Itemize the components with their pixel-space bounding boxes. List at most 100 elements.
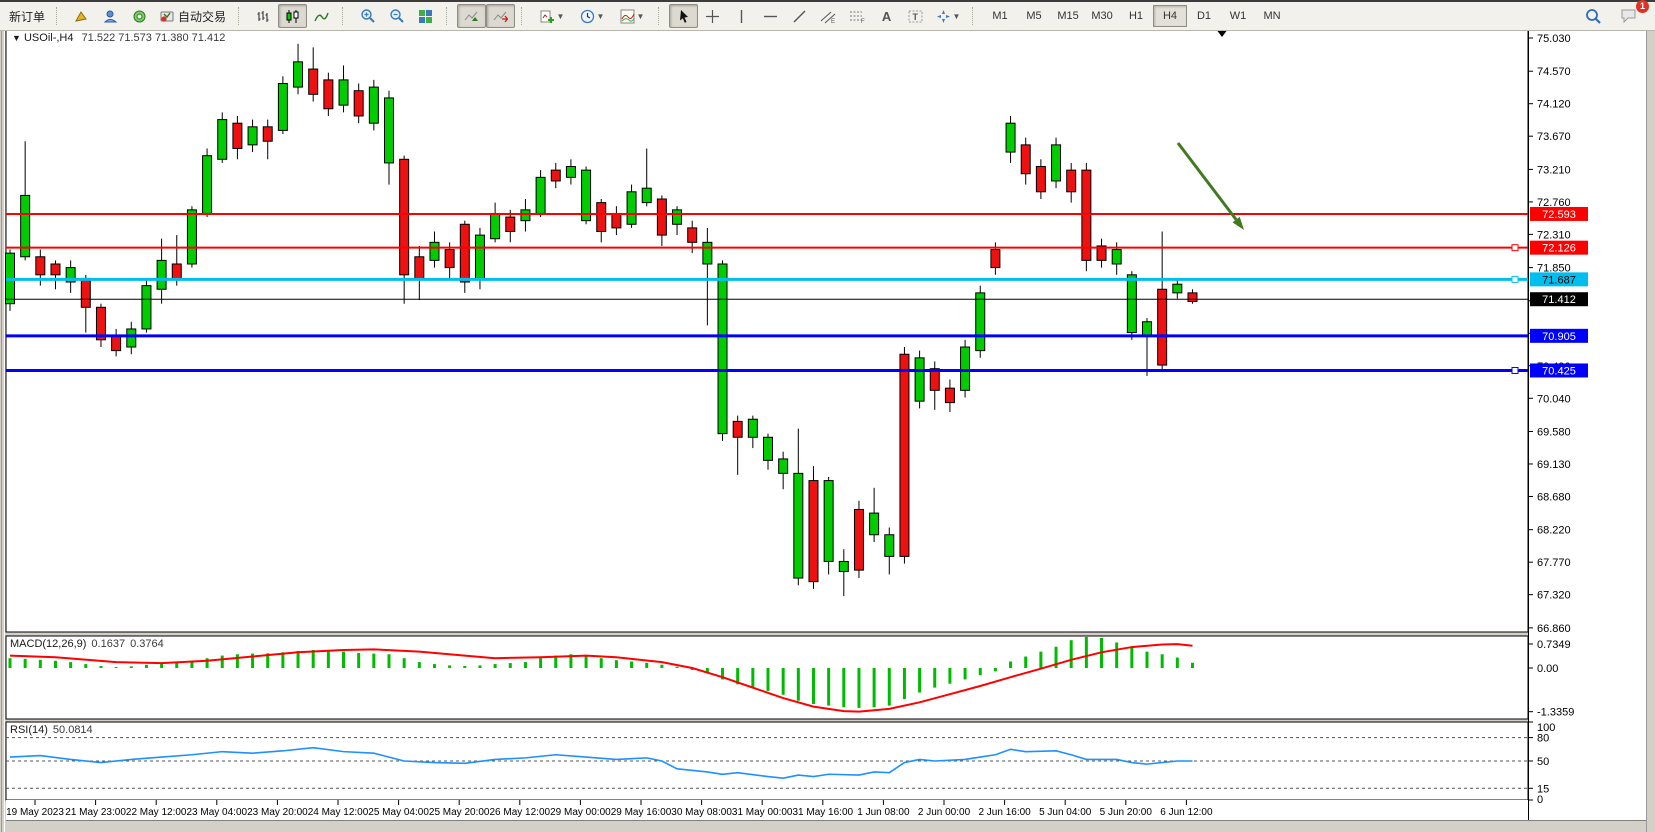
svg-text:69.130: 69.130 (1537, 459, 1571, 471)
toolbar-separator (658, 7, 665, 25)
text-icon[interactable]: A (881, 8, 892, 24)
svg-text:23 May 20:00: 23 May 20:00 (247, 807, 308, 818)
macd-value-signal: 0.3764 (130, 638, 164, 650)
svg-text:72.760: 72.760 (1537, 197, 1571, 209)
rsi-name: RSI(14) (10, 724, 48, 736)
equidistant-channel-icon[interactable]: E (814, 4, 843, 28)
auto-trading-label: 自动交易 (178, 9, 227, 24)
svg-text:50: 50 (1537, 756, 1549, 768)
svg-text:66.860: 66.860 (1537, 623, 1571, 635)
candlestick-icon[interactable] (278, 4, 308, 28)
svg-text:72.310: 72.310 (1537, 229, 1571, 241)
arrows-button[interactable]: ▼ (930, 4, 966, 28)
vertical-line-icon[interactable] (727, 4, 756, 28)
toolbar-separator (238, 7, 245, 25)
new-order-button[interactable]: 新订单 (9, 9, 46, 24)
timeframe-m30[interactable]: M30 (1091, 10, 1113, 22)
line-chart-icon[interactable] (307, 4, 336, 28)
trendline-icon[interactable] (785, 4, 814, 28)
svg-text:71.412: 71.412 (1542, 294, 1576, 306)
timeframe-h1[interactable]: H1 (1128, 10, 1144, 22)
svg-text:6 Jun 12:00: 6 Jun 12:00 (1160, 807, 1213, 818)
svg-text:75.030: 75.030 (1537, 33, 1571, 45)
timeframe-w1[interactable]: W1 (1229, 10, 1247, 22)
svg-text:70.040: 70.040 (1537, 393, 1571, 405)
svg-text:2 Jun 00:00: 2 Jun 00:00 (918, 807, 971, 818)
toolbar-separator (521, 7, 528, 25)
dropdown-arrow-icon: ▼ (556, 11, 565, 21)
svg-text:25 May 20:00: 25 May 20:00 (429, 807, 490, 818)
new-chart-icon[interactable] (67, 4, 96, 28)
svg-text:68.680: 68.680 (1537, 491, 1571, 503)
svg-text:15: 15 (1537, 783, 1549, 795)
tile-windows-icon[interactable] (411, 4, 440, 28)
horizontal-line-icon[interactable] (756, 4, 785, 28)
macd-label: MACD(12,26,9) 0.1637 0.3764 (10, 638, 164, 650)
svg-text:100: 100 (1537, 722, 1555, 734)
svg-text:67.320: 67.320 (1537, 590, 1571, 602)
timeframe-h4[interactable]: H4 (1153, 5, 1188, 27)
templates-button[interactable]: ▼ (612, 4, 652, 28)
chat-icon[interactable]: 1 (1614, 0, 1649, 28)
svg-text:22 May 12:00: 22 May 12:00 (126, 807, 187, 818)
svg-text:26 May 12:00: 26 May 12:00 (489, 807, 550, 818)
svg-text:73.210: 73.210 (1537, 164, 1571, 176)
svg-text:30 May 08:00: 30 May 08:00 (671, 807, 732, 818)
svg-text:68.220: 68.220 (1537, 525, 1571, 537)
svg-text:0.7349: 0.7349 (1537, 639, 1571, 651)
svg-text:29 May 16:00: 29 May 16:00 (611, 807, 672, 818)
timeframe-m1[interactable]: M1 (992, 10, 1008, 22)
zoom-in-icon[interactable] (353, 4, 382, 28)
bar-chart-icon[interactable] (249, 4, 278, 28)
svg-text:T: T (912, 12, 918, 22)
svg-text:25 May 04:00: 25 May 04:00 (368, 807, 429, 818)
timeframe-m15[interactable]: M15 (1057, 10, 1079, 22)
periods-button[interactable]: ▼ (572, 4, 612, 28)
auto-trading-icon[interactable]: 自动交易 (154, 4, 232, 28)
timeframe-d1[interactable]: D1 (1196, 10, 1212, 22)
svg-text:31 May 16:00: 31 May 16:00 (792, 807, 853, 818)
svg-text:2 Jun 16:00: 2 Jun 16:00 (978, 807, 1031, 818)
dropdown-arrow-icon: ▼ (636, 11, 645, 21)
svg-text:24 May 12:00: 24 May 12:00 (308, 807, 369, 818)
svg-text:0: 0 (1537, 794, 1543, 806)
collapse-triangle-icon[interactable]: ▼ (12, 33, 21, 43)
svg-text:70.425: 70.425 (1542, 365, 1576, 377)
text-label-icon[interactable]: T (901, 4, 930, 28)
chat-badge: 1 (1636, 0, 1649, 13)
timeframe-group: M1 M5 M15 M30 H1 H4 D1 W1 MN (983, 4, 1289, 28)
svg-text:5 Jun 20:00: 5 Jun 20:00 (1100, 807, 1153, 818)
dropdown-arrow-icon: ▼ (952, 11, 961, 21)
chart-title-symbol: USOil-,H4 (23, 32, 74, 44)
svg-text:-1.3359: -1.3359 (1537, 707, 1574, 719)
search-icon[interactable] (1579, 4, 1608, 28)
indicators-button[interactable]: ▼ (532, 4, 572, 28)
svg-text:23 May 04:00: 23 May 04:00 (186, 807, 247, 818)
chart-shift-icon[interactable] (486, 4, 516, 28)
svg-text:31 May 00:00: 31 May 00:00 (732, 807, 793, 818)
auto-scroll-icon[interactable] (457, 4, 487, 28)
timeframe-mn[interactable]: MN (1263, 10, 1281, 22)
cursor-icon[interactable] (669, 4, 699, 28)
timeframe-m5[interactable]: M5 (1026, 10, 1042, 22)
svg-text:80: 80 (1537, 733, 1549, 745)
rsi-value: 50.0814 (52, 724, 93, 736)
fibonacci-icon[interactable]: F (843, 4, 872, 28)
svg-text:29 May 00:00: 29 May 00:00 (550, 807, 611, 818)
main-toolbar: 新订单 自动交易 ▼ (0, 0, 1655, 31)
toolbar-separator (972, 7, 979, 25)
market-watch-icon[interactable] (125, 4, 154, 28)
crosshair-icon[interactable] (698, 4, 727, 28)
profiles-icon[interactable] (96, 4, 125, 28)
toolbar-separator (342, 7, 349, 25)
chart-title-ohlc: 71.522 71.573 71.380 71.412 (81, 32, 226, 44)
chart-title[interactable]: ▼ USOil-,H4 71.522 71.573 71.380 71.412 (12, 32, 225, 44)
rsi-label: RSI(14) 50.0814 (10, 724, 93, 736)
svg-text:0.00: 0.00 (1537, 663, 1558, 675)
svg-text:71.850: 71.850 (1537, 263, 1571, 275)
dropdown-arrow-icon: ▼ (596, 11, 605, 21)
zoom-out-icon[interactable] (382, 4, 411, 28)
toolbar-separator (446, 7, 453, 25)
